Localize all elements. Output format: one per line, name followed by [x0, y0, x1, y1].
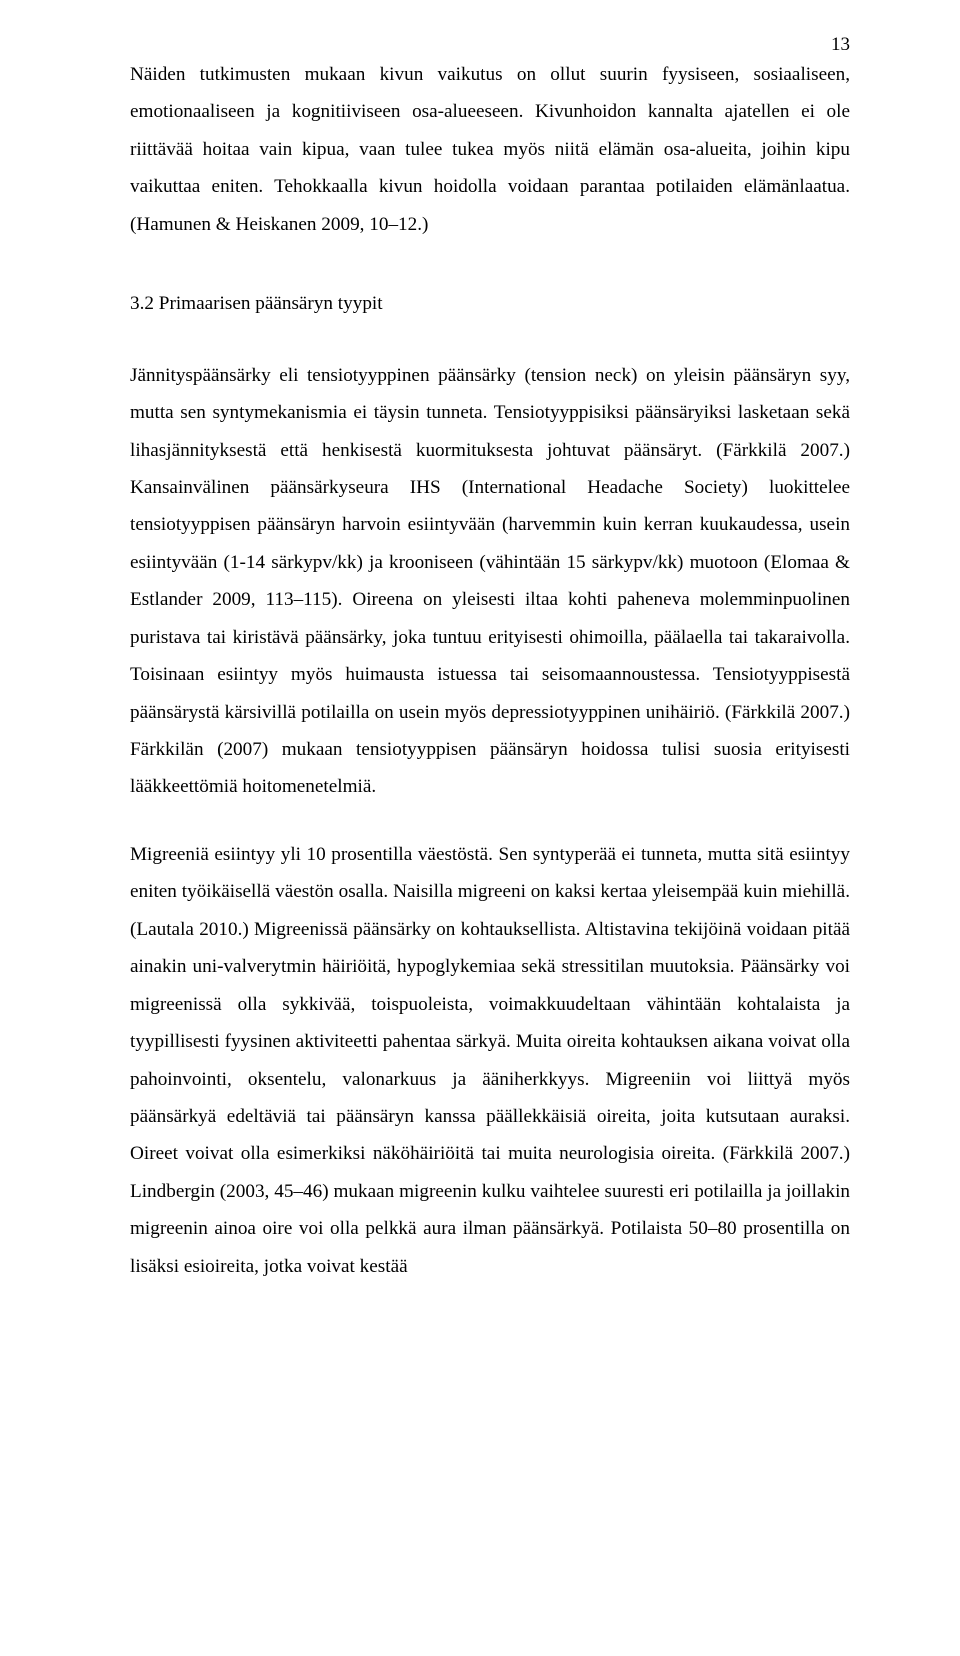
paragraph-1: Näiden tutkimusten mukaan kivun vaikutus… — [130, 56, 850, 243]
paragraph-2: Jännityspäänsärky eli tensiotyyppinen pä… — [130, 357, 850, 806]
page-number: 13 — [831, 34, 850, 56]
document-page: 13 Näiden tutkimusten mukaan kivun vaiku… — [0, 0, 960, 1656]
section-heading: 3.2 Primaarisen päänsäryn tyypit — [130, 285, 850, 322]
paragraph-3: Migreeniä esiintyy yli 10 prosentilla vä… — [130, 836, 850, 1285]
